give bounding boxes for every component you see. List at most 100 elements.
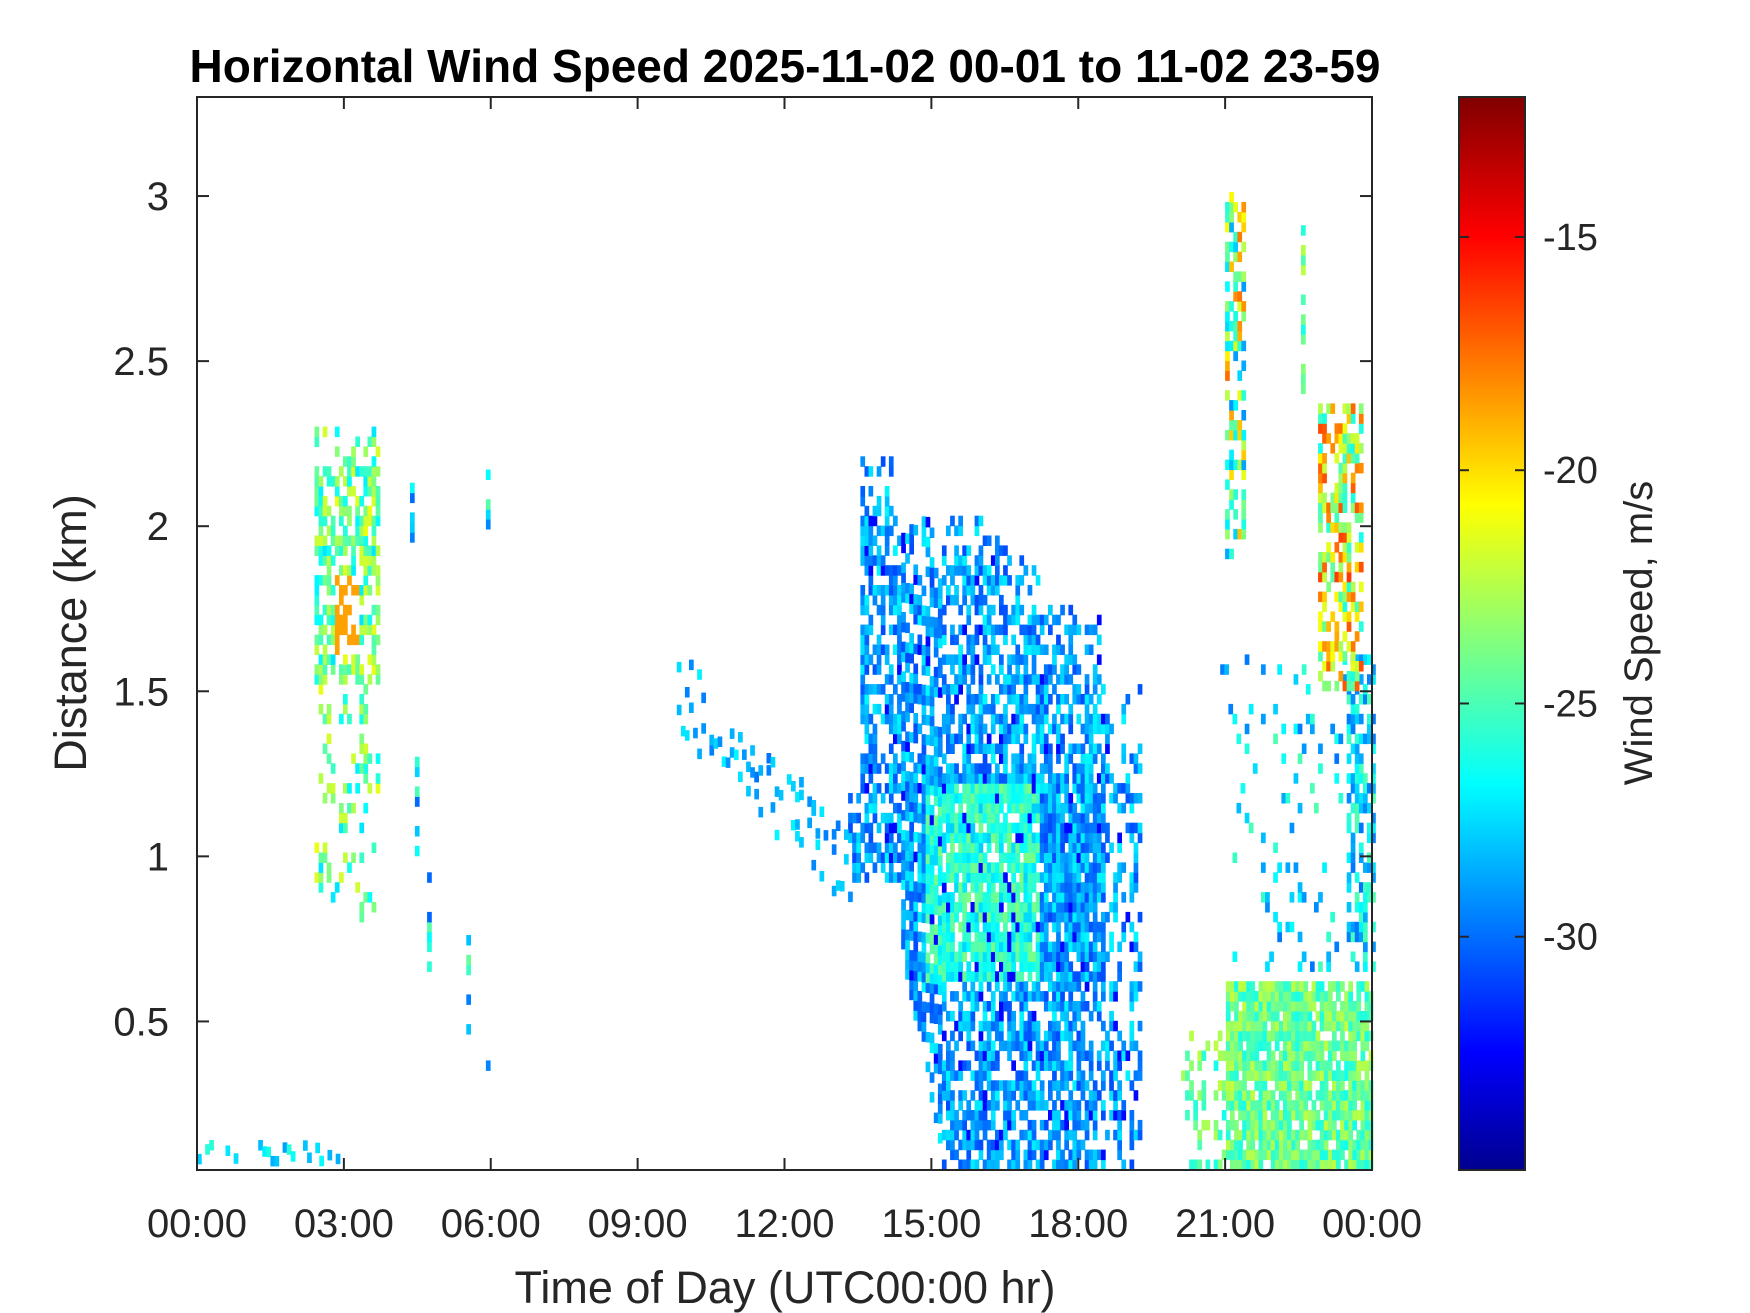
heatmap-cell (1048, 1050, 1053, 1061)
heatmap-cell (1084, 753, 1090, 764)
heatmap-cell (363, 753, 369, 764)
heatmap-cell (999, 832, 1004, 844)
heatmap-cell (933, 815, 939, 826)
heatmap-cell (978, 703, 984, 715)
heatmap-cell (1229, 212, 1234, 223)
heatmap-cell (986, 802, 992, 814)
heatmap-cell (897, 585, 902, 596)
heatmap-cell (1072, 694, 1078, 705)
heatmap-cell (917, 971, 923, 982)
heatmap-cell (933, 785, 939, 797)
heatmap-cell (363, 684, 369, 695)
heatmap-cell (1230, 1080, 1235, 1091)
heatmap-cell (995, 1050, 1000, 1061)
heatmap-cell (995, 1090, 1000, 1101)
heatmap-cell (986, 1040, 992, 1052)
heatmap-cell (1295, 1030, 1300, 1042)
heatmap-cell (974, 882, 980, 893)
heatmap-cell (1344, 1060, 1349, 1071)
heatmap-cell (872, 802, 878, 814)
heatmap-cell (999, 822, 1004, 834)
heatmap-cell (1072, 862, 1078, 873)
heatmap-cell (1092, 822, 1098, 834)
heatmap-cell (986, 1001, 992, 1012)
heatmap-cell (1019, 1070, 1025, 1081)
heatmap-cell (1242, 1119, 1247, 1131)
heatmap-cell (314, 545, 320, 556)
heatmap-cell (1262, 1010, 1268, 1022)
heatmap-cell (1346, 433, 1352, 444)
heatmap-cell (1039, 614, 1045, 626)
heatmap-cell (970, 585, 976, 596)
heatmap-cell (1225, 350, 1230, 362)
heatmap-cell (933, 924, 939, 935)
heatmap-cell (1342, 423, 1348, 434)
heatmap-cell (1350, 852, 1356, 863)
heatmap-cell (343, 495, 348, 507)
heatmap-cell (322, 466, 328, 477)
heatmap-cell (314, 674, 320, 685)
y-tick-label: 1.5 (113, 670, 169, 714)
heatmap-cell (868, 822, 874, 834)
heatmap-cell (872, 703, 878, 715)
heatmap-cell (978, 555, 984, 566)
heatmap-cell (1241, 360, 1247, 371)
heatmap-cell (1088, 743, 1094, 754)
heatmap-cell (970, 644, 976, 655)
heatmap-cell (1084, 1110, 1090, 1121)
heatmap-cell (1003, 882, 1008, 893)
heatmap-cell (318, 674, 324, 685)
heatmap-cell (893, 822, 898, 834)
heatmap-cell (1322, 680, 1327, 692)
heatmap-cell (1052, 951, 1057, 962)
heatmap-cell (1015, 802, 1021, 814)
heatmap-cell (709, 734, 715, 746)
heatmap-cell (1225, 1149, 1231, 1161)
heatmap-cell (1323, 991, 1329, 1002)
heatmap-cell (921, 654, 927, 666)
heatmap-cell (1266, 1040, 1272, 1052)
heatmap-cell (1261, 713, 1266, 725)
heatmap-cell (1278, 1060, 1284, 1071)
heatmap-cell (852, 872, 857, 883)
heatmap-cell (990, 753, 996, 764)
heatmap-cell (1027, 852, 1033, 863)
heatmap-cell (905, 840, 910, 851)
heatmap-cell (990, 1050, 996, 1061)
heatmap-cell (1048, 694, 1053, 705)
heatmap-cell (1283, 1030, 1288, 1042)
heatmap-cell (1327, 1159, 1333, 1170)
heatmap-cell (921, 773, 927, 785)
heatmap-cell (986, 654, 992, 665)
heatmap-cell (954, 565, 959, 576)
heatmap-cell (1027, 832, 1033, 844)
heatmap-cell (1023, 1159, 1029, 1170)
heatmap-cell (1274, 1159, 1280, 1170)
heatmap-cell (1072, 902, 1078, 913)
heatmap-cell (1064, 664, 1069, 675)
heatmap-cell (868, 733, 874, 745)
heatmap-cell (974, 624, 980, 636)
heatmap-cell (1052, 872, 1057, 883)
heatmap-cell (946, 1050, 951, 1061)
heatmap-cell (995, 773, 1000, 784)
heatmap-cell (375, 783, 381, 794)
heatmap-cell (1305, 684, 1311, 695)
heatmap-cell (1019, 872, 1025, 883)
heatmap-cell (1237, 320, 1243, 332)
heatmap-cell (1326, 661, 1331, 672)
heatmap-cell (1043, 961, 1049, 972)
heatmap-cell (1084, 892, 1090, 903)
heatmap-cell (1015, 585, 1021, 596)
heatmap-cell (856, 862, 861, 873)
heatmap-cell (933, 775, 939, 787)
heatmap-cell (1088, 1070, 1094, 1081)
heatmap-cell (917, 862, 923, 873)
heatmap-cell (367, 614, 373, 626)
heatmap-cell (363, 525, 369, 537)
heatmap-cell (1348, 1119, 1353, 1131)
heatmap-cell (1201, 1100, 1207, 1111)
heatmap-cell (1342, 443, 1348, 454)
heatmap-cell (1068, 753, 1074, 764)
heatmap-cell (933, 835, 939, 846)
